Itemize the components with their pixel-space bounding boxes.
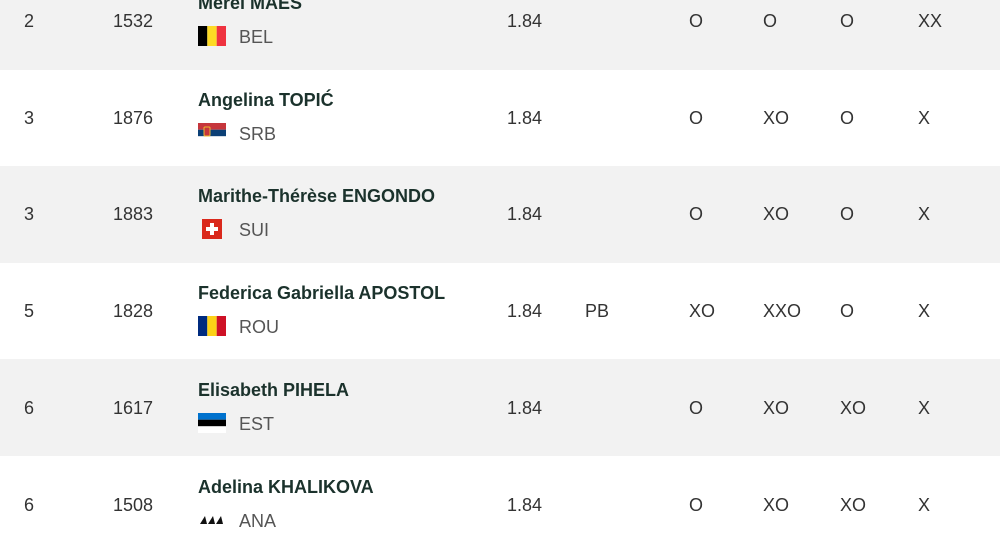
attempt: XO (763, 107, 790, 128)
result-row: 6 1508 Adelina KHALIKOVA ANA 1.84 O XO XO X (0, 456, 1000, 553)
result-row: 3 1883 Marithe-Thérèse ENGONDO SUI 1.84 O XO O X (0, 165, 1000, 263)
attempt: O (689, 494, 704, 515)
rank: 2 (24, 11, 35, 31)
athlete-name: Angelina TOPIĆ (198, 89, 334, 110)
athlete-name: Adelina KHALIKOVA (198, 476, 374, 497)
country-code: SRB (239, 123, 277, 144)
attempt: XO (763, 204, 790, 225)
attempt: X (918, 107, 931, 128)
attempt: XXO (763, 301, 802, 322)
result: 1.84 (507, 11, 543, 31)
country-code: EST (239, 413, 275, 434)
attempt: O (689, 107, 704, 128)
flag (198, 26, 226, 46)
attempt: O (840, 11, 855, 31)
result: 1.84 (507, 107, 543, 128)
bib: 1828 (113, 301, 154, 322)
athlete-name: Marithe-Thérèse ENGONDO (198, 186, 436, 207)
result-row: 2 1532 Merel MAES BEL 1.84 O O O XX (0, 0, 1000, 70)
result-row: 5 1828 Federica Gabriella APOSTOL ROU 1.84 PB… (0, 263, 1000, 360)
attempt: XO (763, 494, 790, 515)
flag (198, 122, 226, 143)
result: 1.84 (507, 301, 543, 322)
flag (198, 316, 226, 337)
country-code: ROU (239, 317, 279, 338)
note: PB (585, 301, 610, 322)
attempt: X (918, 204, 931, 225)
attempt: X (918, 301, 931, 322)
flag (202, 219, 222, 240)
country-code: BEL (239, 27, 274, 47)
attempt: O (763, 11, 778, 31)
result-row: 6 1617 Elisabeth PIHELA EST 1.84 O XO XO X (0, 359, 1000, 457)
result: 1.84 (507, 397, 543, 418)
attempt: XO (840, 397, 867, 418)
result: 1.84 (507, 204, 543, 225)
attempt: XO (840, 494, 867, 515)
attempt: X (918, 494, 931, 515)
bib: 1508 (113, 494, 154, 515)
flag (198, 412, 226, 433)
result: 1.84 (507, 494, 543, 515)
attempt: O (689, 397, 704, 418)
country-code: SUI (239, 220, 270, 241)
attempt: O (840, 204, 855, 225)
results-page: 2 1532 Merel MAES BEL 1.84 O O O XX 3 1876 Angelina… (0, 0, 1000, 531)
attempt: XX (918, 11, 943, 31)
attempt: O (840, 107, 855, 128)
attempt: O (840, 301, 855, 322)
attempt: XO (689, 301, 716, 322)
rank: 3 (24, 107, 35, 128)
athlete-name: Merel MAES (198, 0, 303, 13)
result-row: 3 1876 Angelina TOPIĆ SRB 1.84 O XO O X (0, 69, 1000, 166)
attempt: XO (763, 397, 790, 418)
attempt: O (689, 11, 704, 31)
bib: 1532 (113, 11, 154, 31)
rank: 3 (24, 204, 35, 225)
rank: 6 (24, 494, 35, 515)
country-code: ANA (239, 510, 277, 531)
attempt: O (689, 204, 704, 225)
rank: 6 (24, 397, 35, 418)
bib: 1883 (113, 204, 154, 225)
bib: 1876 (113, 107, 154, 128)
athlete-name: Federica Gabriella APOSTOL (198, 283, 446, 304)
rank: 5 (24, 301, 35, 322)
athlete-name: Elisabeth PIHELA (198, 379, 350, 400)
bib: 1617 (113, 397, 154, 418)
attempt: X (918, 397, 931, 418)
